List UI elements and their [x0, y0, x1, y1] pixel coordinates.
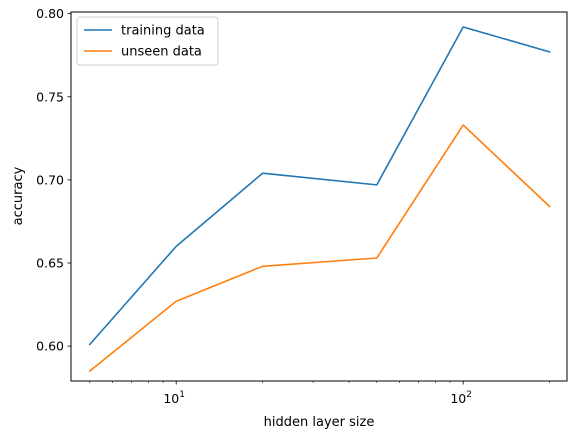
x-tick-label: 101: [163, 390, 185, 406]
legend-label-training: training data: [121, 24, 205, 39]
legend-box: [76, 16, 219, 66]
y-tick-label: 0.60: [36, 339, 64, 354]
series-line-unseen: [88, 124, 551, 373]
y-tick-label: 0.70: [36, 172, 64, 187]
x-tick-label: 102: [450, 390, 472, 406]
series-line-training: [88, 26, 551, 346]
series-lines: [88, 26, 551, 373]
y-tick-label: 0.80: [36, 6, 64, 21]
axis-ticks: 0.60 0.65 0.70 0.75 0.80 101 102: [36, 6, 550, 406]
x-axis-label: hidden layer size: [264, 415, 375, 430]
legend-label-unseen: unseen data: [121, 45, 202, 60]
y-tick-label: 0.65: [36, 255, 64, 270]
legend: training data unseen data: [76, 16, 219, 66]
plot-frame: [70, 11, 568, 382]
y-tick-label: 0.75: [36, 89, 64, 104]
y-axis-label: accuracy: [11, 166, 26, 225]
